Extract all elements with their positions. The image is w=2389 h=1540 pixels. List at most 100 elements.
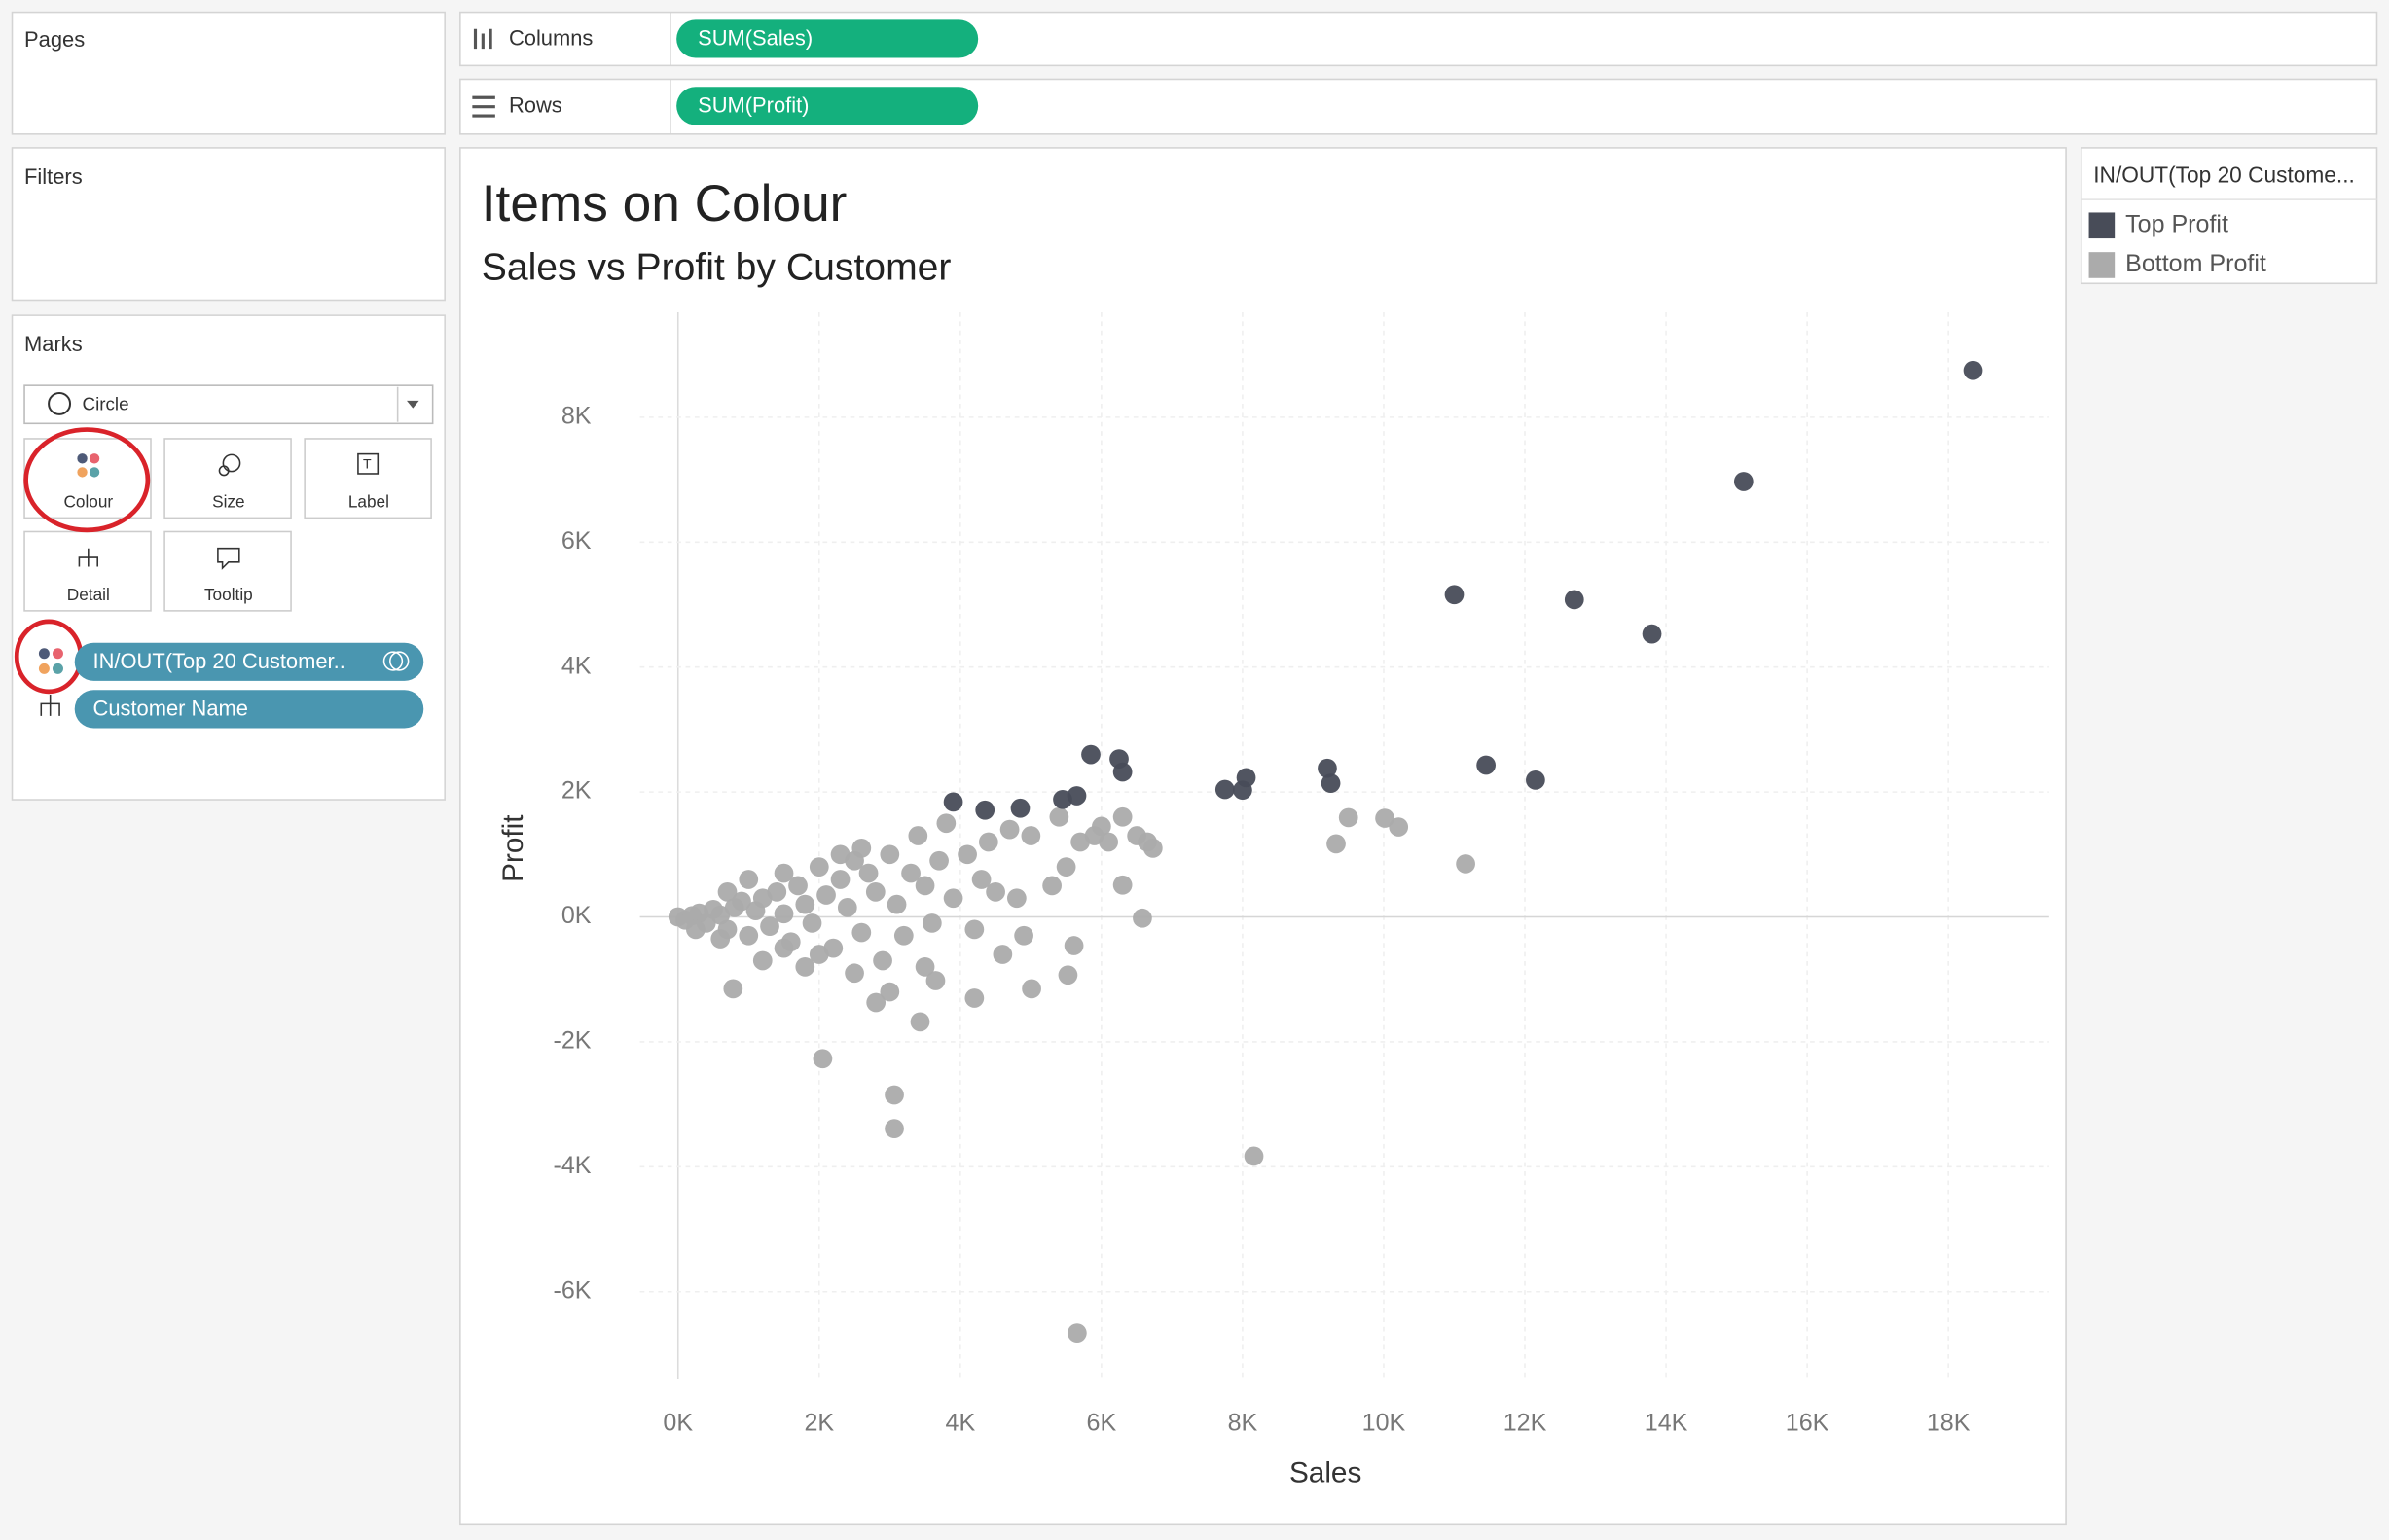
point <box>837 898 857 917</box>
button-box <box>163 530 292 612</box>
legend-swatch <box>2088 212 2116 239</box>
label-button[interactable]: T Label <box>304 438 432 519</box>
pill[interactable] <box>676 19 979 58</box>
pill[interactable] <box>74 642 424 681</box>
point <box>774 938 794 958</box>
point <box>1042 876 1062 896</box>
marks-title: Marks <box>24 332 83 356</box>
point <box>1022 979 1041 999</box>
point <box>910 1012 930 1032</box>
view-panel <box>459 147 2067 1526</box>
point <box>717 881 738 902</box>
size-button[interactable]: Size <box>163 438 292 519</box>
point <box>887 894 907 914</box>
point <box>915 957 935 977</box>
point <box>1099 832 1118 852</box>
point <box>880 982 900 1002</box>
point <box>893 925 914 946</box>
point <box>1214 779 1235 800</box>
point <box>1010 798 1031 818</box>
colour-pill-row: IN/OUT(Top 20 Customer.. <box>14 619 424 695</box>
mark-type-dropdown[interactable]: Circle <box>23 384 434 425</box>
point <box>767 881 787 902</box>
pill-label: Customer Name <box>93 696 248 720</box>
point <box>723 979 743 999</box>
icon <box>357 452 380 475</box>
legend-title: IN/OUT(Top 20 Custome... <box>2093 162 2355 188</box>
point <box>880 844 900 865</box>
point <box>1375 808 1394 828</box>
point <box>1233 780 1252 801</box>
tooltip-button[interactable]: Tooltip <box>163 530 292 612</box>
point <box>739 870 759 889</box>
point <box>922 913 942 933</box>
x-tick-label: 16K <box>1786 1410 1829 1437</box>
point <box>851 839 872 858</box>
button-label: Size <box>212 491 245 511</box>
point <box>936 813 957 834</box>
point <box>752 950 773 971</box>
icon <box>40 694 60 716</box>
x-tick-label: 14K <box>1645 1410 1688 1437</box>
point <box>1321 773 1341 793</box>
point <box>1244 1146 1264 1166</box>
set-icon <box>389 651 410 671</box>
pill[interactable] <box>74 690 424 729</box>
point <box>1092 816 1111 837</box>
detail-button[interactable]: Detail <box>23 530 152 612</box>
point <box>1064 936 1084 955</box>
icon <box>218 465 230 477</box>
y-tick-label: 0K <box>561 902 592 929</box>
dropdown-arrow <box>407 400 419 409</box>
point <box>1564 590 1584 610</box>
point <box>686 919 706 940</box>
legend: Top Profit Bottom Profit <box>2088 210 2266 278</box>
button-label: Colour <box>63 491 113 511</box>
point <box>1053 789 1072 809</box>
point <box>1733 472 1754 491</box>
point <box>1338 807 1358 828</box>
point <box>1112 762 1133 782</box>
rows-icon <box>472 95 495 118</box>
plot-area: 0K 2K 4K 6K 8K 10K 12K 14K 16K 18K -6K -4K -2K 0K 2K 4K… <box>554 312 2049 1437</box>
mark-type: Circle <box>83 393 129 413</box>
chart-subtitle: Sales vs Profit by Customer <box>482 247 952 289</box>
point <box>1318 758 1337 778</box>
icon <box>217 547 240 570</box>
point <box>971 870 992 889</box>
colour-button[interactable]: Colour <box>23 438 152 519</box>
point <box>858 863 879 883</box>
shelf-label: Rows <box>509 92 562 117</box>
shelf-label: Columns <box>509 26 593 51</box>
point <box>1006 888 1027 909</box>
pill[interactable] <box>676 87 979 125</box>
point <box>901 863 921 883</box>
pill-label: SUM(Sales) <box>698 26 813 51</box>
legend-swatch <box>2088 252 2116 278</box>
circle-icon <box>48 391 72 415</box>
point <box>873 950 892 971</box>
point <box>795 957 815 977</box>
button-box <box>304 438 432 519</box>
point <box>925 971 946 990</box>
point <box>1056 857 1076 877</box>
point <box>851 922 872 943</box>
icon <box>89 467 100 478</box>
y-axis-title: Profit <box>497 814 529 882</box>
point <box>1476 755 1496 775</box>
point <box>1456 854 1475 874</box>
y-tick-label: -4K <box>554 1152 592 1179</box>
point <box>1526 770 1545 790</box>
x-tick-label: 12K <box>1503 1410 1547 1437</box>
x-axis-title: Sales <box>1289 1456 1361 1488</box>
icon <box>222 453 241 473</box>
point <box>1642 624 1662 644</box>
point <box>1112 806 1133 827</box>
point <box>774 904 794 924</box>
point <box>739 925 759 946</box>
legend-label: Bottom Profit <box>2125 250 2266 277</box>
point <box>809 945 829 964</box>
point <box>975 800 995 820</box>
